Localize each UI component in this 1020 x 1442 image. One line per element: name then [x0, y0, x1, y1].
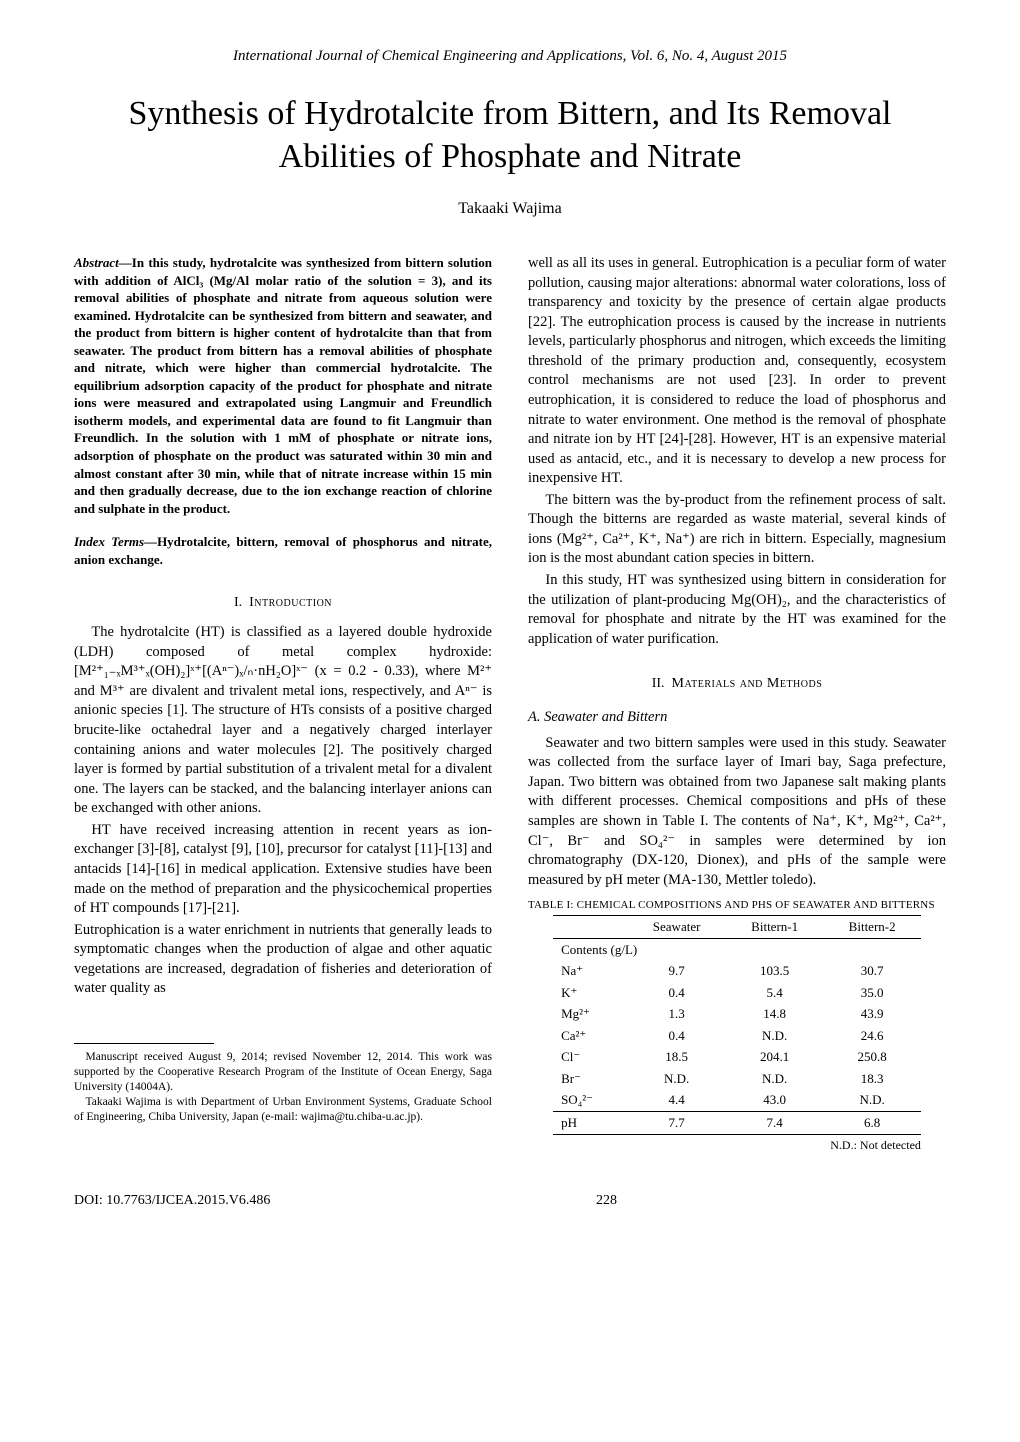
table-row: Mg²⁺ 1.3 14.8 43.9 [553, 1003, 921, 1025]
table-row: K⁺ 0.4 5.4 35.0 [553, 982, 921, 1004]
table-cell: Mg²⁺ [553, 1003, 627, 1025]
table-row: Cl⁻ 18.5 204.1 250.8 [553, 1046, 921, 1068]
table-cell: 43.0 [726, 1089, 824, 1111]
table-row: Br⁻ N.D. N.D. 18.3 [553, 1068, 921, 1090]
footnote-rule [74, 1043, 214, 1044]
table-cell: 30.7 [823, 960, 921, 982]
index-terms: Index Terms—Hydrotalcite, bittern, remov… [74, 533, 492, 568]
table-cell: 24.6 [823, 1025, 921, 1047]
section-2-heading: II. Materials and Methods [528, 675, 946, 694]
table-1: Seawater Bittern-1 Bittern-2 Contents (g… [553, 915, 921, 1134]
table-cell: pH [553, 1111, 627, 1134]
right-column: well as all its uses in general. Eutroph… [528, 254, 946, 1153]
table-row: SO₄²⁻ 4.4 43.0 N.D. [553, 1089, 921, 1111]
left-column: Abstract—In this study, hydrotalcite was… [74, 254, 492, 1153]
table-cell: 6.8 [823, 1111, 921, 1134]
table-cell: 7.7 [627, 1111, 726, 1134]
table-cell: 9.7 [627, 960, 726, 982]
table-1-caption: TABLE I: CHEMICAL COMPOSITIONS AND PHS O… [528, 898, 946, 913]
section-1-title: Introduction [249, 595, 332, 610]
page: International Journal of Chemical Engine… [0, 0, 1020, 1249]
abstract-body: In this study, hydrotalcite was synthesi… [74, 255, 492, 516]
table-section-row: Contents (g/L) [553, 938, 921, 960]
abstract-label: Abstract— [74, 255, 132, 270]
intro-p4: well as all its uses in general. Eutroph… [528, 254, 946, 489]
table-cell: 4.4 [627, 1089, 726, 1111]
page-number: 228 [596, 1193, 617, 1209]
intro-p5: The bittern was the by-product from the … [528, 491, 946, 569]
table-ph-row: pH 7.7 7.4 6.8 [553, 1111, 921, 1134]
table-cell: 43.9 [823, 1003, 921, 1025]
index-terms-label: Index Terms— [74, 534, 157, 549]
table-row: Ca²⁺ 0.4 N.D. 24.6 [553, 1025, 921, 1047]
two-column-body: Abstract—In this study, hydrotalcite was… [74, 254, 946, 1153]
table-cell: Na⁺ [553, 960, 627, 982]
table-cell: SO₄²⁻ [553, 1089, 627, 1111]
doi: DOI: 10.7763/IJCEA.2015.V6.486 [74, 1193, 270, 1209]
footnote-1: Manuscript received August 9, 2014; revi… [74, 1050, 492, 1095]
table-col-0 [553, 916, 627, 939]
table-col-3: Bittern-2 [823, 916, 921, 939]
table-col-1: Seawater [627, 916, 726, 939]
intro-p3: Eutrophication is a water enrichment in … [74, 921, 492, 999]
table-cell: 14.8 [726, 1003, 824, 1025]
table-row: Na⁺ 9.7 103.5 30.7 [553, 960, 921, 982]
table-cell: 1.3 [627, 1003, 726, 1025]
table-cell: 7.4 [726, 1111, 824, 1134]
table-cell: 204.1 [726, 1046, 824, 1068]
table-1-note: N.D.: Not detected [553, 1137, 921, 1153]
section-2-number: II. [652, 676, 665, 691]
table-cell: Br⁻ [553, 1068, 627, 1090]
table-cell: 103.5 [726, 960, 824, 982]
section-2-title: Materials and Methods [672, 676, 823, 691]
table-cell: 18.3 [823, 1068, 921, 1090]
table-cell: 0.4 [627, 982, 726, 1004]
table-cell: K⁺ [553, 982, 627, 1004]
paper-title: Synthesis of Hydrotalcite from Bittern, … [74, 93, 946, 178]
table-cell: 18.5 [627, 1046, 726, 1068]
table-cell: Ca²⁺ [553, 1025, 627, 1047]
section-1-heading: I. Introduction [74, 594, 492, 613]
table-section-label: Contents (g/L) [553, 938, 921, 960]
table-header-row: Seawater Bittern-1 Bittern-2 [553, 916, 921, 939]
table-cell: 5.4 [726, 982, 824, 1004]
footnote-2: Takaaki Wajima is with Department of Urb… [74, 1095, 492, 1125]
table-cell: N.D. [627, 1068, 726, 1090]
intro-p6: In this study, HT was synthesized using … [528, 571, 946, 649]
abstract: Abstract—In this study, hydrotalcite was… [74, 254, 492, 517]
running-header: International Journal of Chemical Engine… [74, 48, 946, 65]
page-footer: DOI: 10.7763/IJCEA.2015.V6.486 228 . [74, 1193, 946, 1209]
table-col-2: Bittern-1 [726, 916, 824, 939]
intro-p1: The hydrotalcite (HT) is classified as a… [74, 623, 492, 819]
table-cell: Cl⁻ [553, 1046, 627, 1068]
table-cell: 35.0 [823, 982, 921, 1004]
intro-p2: HT have received increasing attention in… [74, 821, 492, 919]
table-cell: N.D. [823, 1089, 921, 1111]
table-cell: N.D. [726, 1025, 824, 1047]
subsection-a: A. Seawater and Bittern [528, 708, 946, 728]
author: Takaaki Wajima [74, 200, 946, 218]
table-cell: 0.4 [627, 1025, 726, 1047]
methods-p1: Seawater and two bittern samples were us… [528, 734, 946, 891]
section-1-number: I. [234, 595, 242, 610]
table-cell: N.D. [726, 1068, 824, 1090]
table-cell: 250.8 [823, 1046, 921, 1068]
